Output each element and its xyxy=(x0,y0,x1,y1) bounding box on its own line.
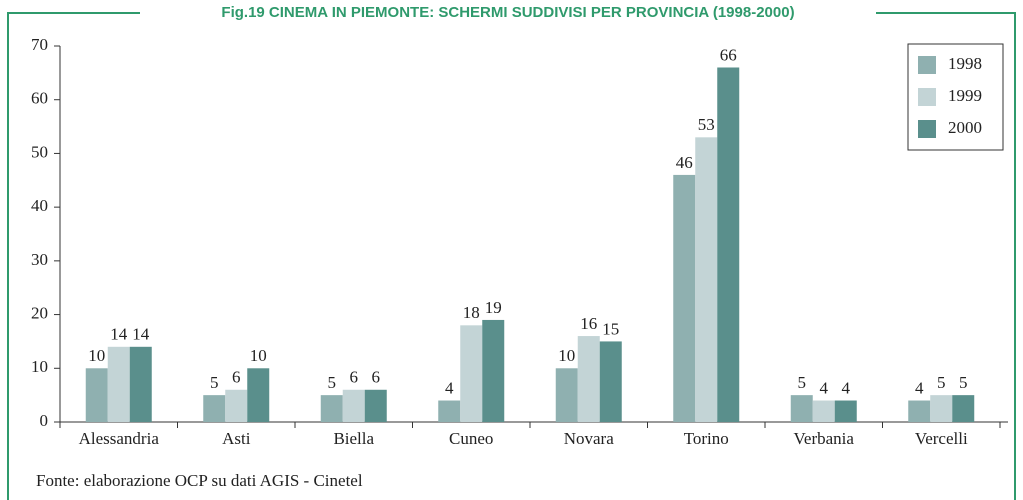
y-tick-label: 30 xyxy=(31,250,48,269)
y-tick-label: 0 xyxy=(40,411,49,430)
bar xyxy=(225,389,248,422)
legend-label: 1999 xyxy=(948,86,982,105)
value-label: 5 xyxy=(210,373,219,392)
x-tick-label: Cuneo xyxy=(449,429,493,448)
value-label: 18 xyxy=(463,303,480,322)
value-label: 6 xyxy=(350,368,359,387)
source-note: Fonte: elaborazione OCP su dati AGIS - C… xyxy=(36,471,363,490)
value-label: 6 xyxy=(372,368,381,387)
bar xyxy=(695,137,718,423)
bar xyxy=(364,389,387,422)
legend-swatch xyxy=(918,120,936,138)
value-label: 16 xyxy=(580,314,597,333)
bar xyxy=(342,389,365,422)
value-label: 4 xyxy=(842,378,851,397)
value-label: 4 xyxy=(915,378,924,397)
value-label: 4 xyxy=(820,378,829,397)
bar xyxy=(673,174,696,422)
bar xyxy=(247,368,270,422)
bar xyxy=(320,395,343,422)
bar xyxy=(812,400,835,422)
y-tick-label: 10 xyxy=(31,357,48,376)
x-tick-label: Alessandria xyxy=(79,429,160,448)
value-label: 5 xyxy=(798,373,807,392)
x-tick-label: Asti xyxy=(222,429,251,448)
y-tick-label: 50 xyxy=(31,142,48,161)
bar xyxy=(834,400,857,422)
bar xyxy=(599,341,622,422)
y-tick-label: 20 xyxy=(31,303,48,322)
bar xyxy=(577,336,600,422)
x-tick-label: Torino xyxy=(684,429,729,448)
bar xyxy=(717,67,740,422)
x-tick-label: Verbania xyxy=(794,429,855,448)
x-tick-label: Vercelli xyxy=(915,429,968,448)
y-tick-label: 70 xyxy=(31,35,48,54)
value-label: 53 xyxy=(698,115,715,134)
bar xyxy=(107,346,130,422)
bar xyxy=(482,319,505,422)
value-label: 14 xyxy=(132,325,150,344)
bar xyxy=(908,400,931,422)
title-background xyxy=(140,2,876,24)
value-label: 46 xyxy=(676,153,693,172)
legend-label: 1998 xyxy=(948,54,982,73)
value-label: 19 xyxy=(485,298,502,317)
value-label: 15 xyxy=(602,319,619,338)
value-label: 10 xyxy=(88,346,105,365)
bar xyxy=(460,325,483,422)
value-label: 4 xyxy=(445,378,454,397)
legend-label: 2000 xyxy=(948,118,982,137)
x-tick-label: Novara xyxy=(564,429,614,448)
bar xyxy=(930,395,953,422)
value-label: 14 xyxy=(110,325,128,344)
y-tick-label: 60 xyxy=(31,89,48,108)
bar xyxy=(85,368,108,422)
value-label: 10 xyxy=(250,346,267,365)
bar xyxy=(203,395,226,422)
legend-swatch xyxy=(918,56,936,74)
value-label: 5 xyxy=(959,373,968,392)
value-label: 5 xyxy=(328,373,337,392)
frame xyxy=(7,12,1016,500)
chart-title: Fig.19 CINEMA IN PIEMONTE: SCHERMI SUDDI… xyxy=(221,4,794,21)
bar xyxy=(129,346,152,422)
bar xyxy=(790,395,813,422)
y-tick-label: 40 xyxy=(31,196,48,215)
bar xyxy=(952,395,975,422)
value-label: 5 xyxy=(937,373,946,392)
legend-swatch xyxy=(918,88,936,106)
bar xyxy=(438,400,461,422)
value-label: 10 xyxy=(558,346,575,365)
value-label: 66 xyxy=(720,45,737,64)
bar xyxy=(555,368,578,422)
x-tick-label: Biella xyxy=(333,429,374,448)
value-label: 6 xyxy=(232,368,241,387)
